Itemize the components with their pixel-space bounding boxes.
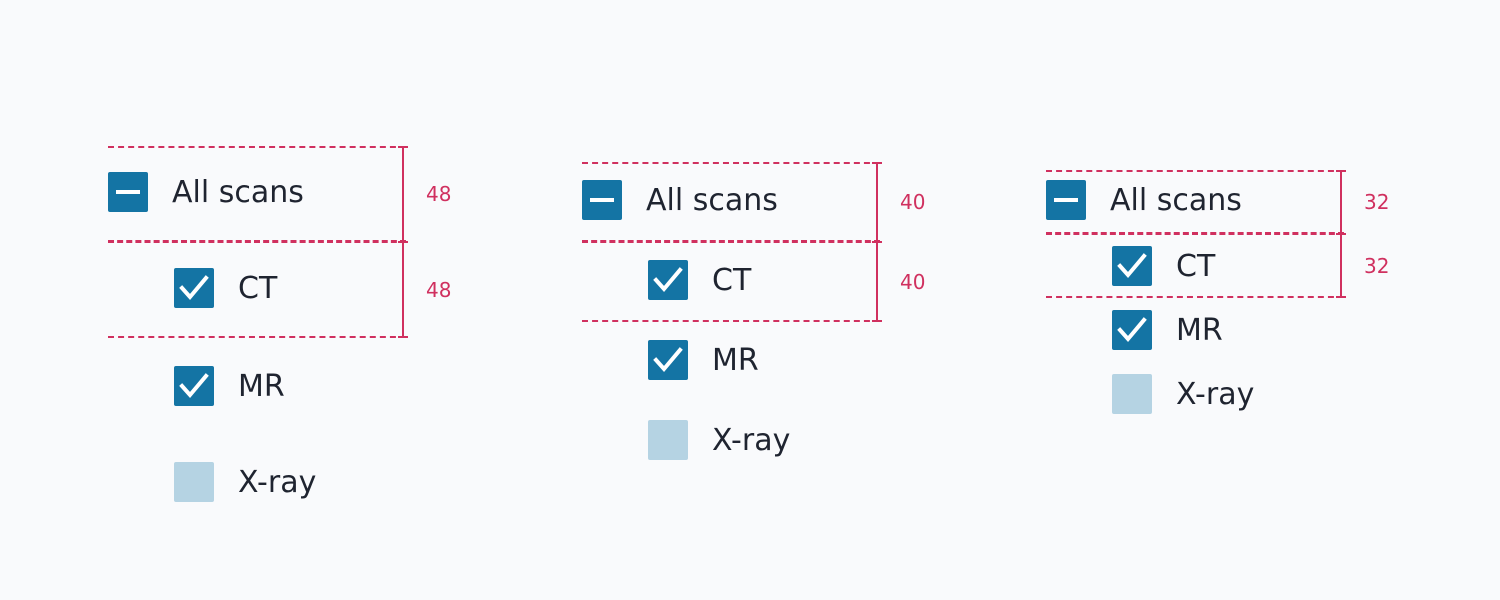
unchecked-checkbox[interactable] <box>648 420 688 460</box>
spec-dimension-cap <box>872 320 882 322</box>
spec-measurement-label: 40 <box>900 270 926 294</box>
parent-checkbox-row[interactable]: All scans <box>108 172 304 212</box>
child-checkbox-label: X-ray <box>1176 376 1255 412</box>
child-checkbox-row[interactable]: MR <box>174 366 285 406</box>
spec-dimension-cap <box>1336 296 1346 298</box>
indeterminate-checkbox[interactable] <box>582 180 622 220</box>
spec-dimension-cap <box>872 241 882 243</box>
check-icon <box>1117 317 1147 343</box>
checked-checkbox[interactable] <box>1112 246 1152 286</box>
parent-checkbox-label: All scans <box>1110 182 1242 218</box>
child-checkbox-row[interactable]: CT <box>1112 246 1215 286</box>
parent-checkbox-row[interactable]: All scans <box>1046 180 1242 220</box>
spec-measurement-label: 32 <box>1364 254 1390 278</box>
checked-checkbox[interactable] <box>648 260 688 300</box>
spec-dashed-line <box>582 162 880 164</box>
spec-measurement-label: 32 <box>1364 190 1390 214</box>
child-checkbox-label: MR <box>1176 312 1223 348</box>
minus-icon <box>590 198 614 202</box>
spec-dashed-line <box>108 146 406 148</box>
spec-dimension-cap <box>398 336 408 338</box>
checked-checkbox[interactable] <box>648 340 688 380</box>
child-checkbox-row[interactable]: MR <box>1112 310 1223 350</box>
spec-dimension-cap <box>1336 170 1346 172</box>
spec-measurement-label: 48 <box>426 182 452 206</box>
child-checkbox-row[interactable]: X-ray <box>648 420 790 460</box>
spec-dashed-line <box>582 320 880 322</box>
checked-checkbox[interactable] <box>1112 310 1152 350</box>
child-checkbox-label: MR <box>238 368 285 404</box>
check-icon <box>179 373 209 399</box>
parent-checkbox-label: All scans <box>172 174 304 210</box>
minus-icon <box>1054 198 1078 202</box>
check-icon <box>179 275 209 301</box>
check-icon <box>653 267 683 293</box>
spec-dimension-cap <box>398 241 408 243</box>
child-checkbox-label: CT <box>1176 248 1216 284</box>
child-checkbox-row[interactable]: CT <box>174 268 277 308</box>
unchecked-checkbox[interactable] <box>174 462 214 502</box>
indeterminate-checkbox[interactable] <box>108 172 148 212</box>
spec-measurement-label: 40 <box>900 190 926 214</box>
spec-dashed-line <box>108 240 406 243</box>
indeterminate-checkbox[interactable] <box>1046 180 1086 220</box>
child-checkbox-label: CT <box>238 270 278 306</box>
child-checkbox-row[interactable]: CT <box>648 260 751 300</box>
spec-dimension-cap <box>1336 233 1346 235</box>
spec-dashed-line <box>1046 296 1344 298</box>
unchecked-checkbox[interactable] <box>1112 374 1152 414</box>
parent-checkbox-row[interactable]: All scans <box>582 180 778 220</box>
child-checkbox-row[interactable]: X-ray <box>174 462 316 502</box>
check-icon <box>1117 253 1147 279</box>
spec-dimension-cap <box>872 162 882 164</box>
minus-icon <box>116 190 140 194</box>
child-checkbox-label: X-ray <box>712 422 791 458</box>
child-checkbox-row[interactable]: MR <box>648 340 759 380</box>
spec-dashed-line <box>582 240 880 243</box>
checked-checkbox[interactable] <box>174 366 214 406</box>
child-checkbox-label: CT <box>712 262 752 298</box>
spec-measurement-label: 48 <box>426 278 452 302</box>
spec-dashed-line <box>1046 232 1344 235</box>
spec-dashed-line <box>108 336 406 338</box>
spec-dimension-cap <box>398 146 408 148</box>
parent-checkbox-label: All scans <box>646 182 778 218</box>
child-checkbox-row[interactable]: X-ray <box>1112 374 1254 414</box>
child-checkbox-label: MR <box>712 342 759 378</box>
spec-dashed-line <box>1046 170 1344 172</box>
check-icon <box>653 347 683 373</box>
checked-checkbox[interactable] <box>174 268 214 308</box>
child-checkbox-label: X-ray <box>238 464 317 500</box>
